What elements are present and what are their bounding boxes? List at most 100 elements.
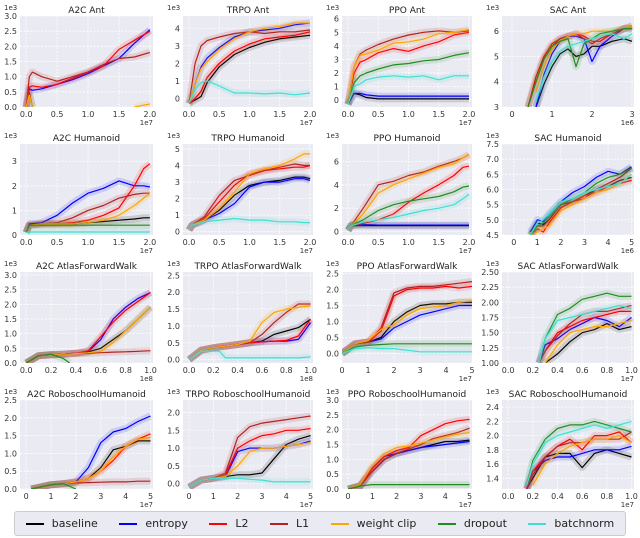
x-tick-label: 0.6 [576,366,589,375]
x-tick-label: 5 [467,492,472,501]
subplot: 0.0 0.2 0.4 0.6 0.8 1.0 0.0 0.5 1.0 1.5 2.0 2.5 TRPO… [167,260,317,383]
y-tick-label: 2 [175,195,180,204]
y-tick-label: 1.4 [486,474,499,483]
legend-label: weight clip [356,517,417,530]
y-tick-label: 2.5 [326,411,339,420]
x-tick-label: 1.0 [82,238,95,247]
x-tick-label: 1.0 [243,238,256,247]
series-line-dropout [347,52,470,105]
series-line-dropout [25,353,71,363]
x-scale-label: 1e7 [140,119,153,127]
y-tick-label: 1.0 [4,73,17,82]
y-tick-label: 1.0 [4,330,17,339]
y-tick-label: 1.0 [167,444,180,453]
subplot-title: TRPO Ant [226,6,270,16]
series-line-weight-clip [530,173,632,235]
series-line-l1 [25,51,151,107]
series-line-batchnorm [526,420,632,486]
legend-item: dropout [437,517,507,530]
y-tick-label: 2.2 [486,417,499,426]
y-tick-label: 0.5 [326,470,339,479]
x-tick-label: 0.0 [183,110,196,119]
x-tick-label: 0.0 [20,110,33,119]
y-scale-label: 1e3 [167,132,180,140]
y-tick-label: 0.5 [4,88,17,97]
series-line-l1 [526,431,632,489]
series-line-batchnorm [26,231,150,234]
x-tick-label: 4 [284,492,289,501]
y-tick-label: 4 [494,78,499,87]
y-tick-label: 0.0 [4,103,17,112]
x-tick-label: 0.0 [20,366,33,375]
x-tick-label: 3 [98,492,103,501]
legend-label: L2 [235,517,249,530]
subplot-title: A2C Ant [68,6,105,16]
subplot-title: PPO AtlasForwardWalk [357,262,459,272]
series-line-baseline [188,34,311,105]
series-line-weight-clip [342,300,472,354]
x-scale-label: 1e7 [459,501,472,509]
legend-item: weight clip [330,517,417,530]
x-tick-label: 2.0 [144,110,157,119]
y-tick-label: 1 [175,77,180,86]
x-tick-label: 0.4 [70,366,83,375]
y-tick-label: 1.5 [4,315,17,324]
y-tick-label: 1.0 [167,322,180,331]
x-scale-label: 1e7 [300,119,313,127]
series-line-entropy [25,29,151,107]
x-tick-label: 0.5 [51,110,64,119]
y-tick-label: 0.5 [326,333,339,342]
y-tick-label: 3.0 [326,396,339,405]
x-tick-label: 0.8 [600,492,613,501]
series-line-l1 [188,163,310,231]
subplot: 0.0 0.5 1.0 1.5 2.0 0 1 2 3 4 5 6 PPO Ant 1e3 1e7 [326,4,475,127]
legend-label: entropy [145,517,188,530]
y-scale-label: 1e3 [167,4,180,12]
y-tick-label: 6 [334,158,339,167]
subplot: 0 1 2 3 4 5 0.0 0.5 1.0 1.5 2.0 2.5 3.0 PPO Roboschoo… [326,388,472,509]
y-tick-label: 6.5 [486,170,499,179]
y-tick-label: 2.0 [167,288,180,297]
x-tick-label: 0.8 [280,366,293,375]
plot-area [502,400,634,489]
x-tick-label: 0.0 [20,238,33,247]
y-tick-label: 0.0 [167,480,180,489]
y-tick-label: 4 [175,24,180,33]
x-tick-label: 4 [443,366,448,375]
subplot-title: SAC Humanoid [534,134,601,144]
y-tick-label: 2 [175,59,180,68]
y-tick-label: 5 [175,145,180,154]
series-line-l1 [342,281,472,354]
y-tick-label: 0.0 [4,485,17,494]
legend: baseline entropy L2 L1 weight clip dropout bat… [14,511,626,536]
series-line-dropout [527,28,632,107]
x-tick-label: 2.0 [304,110,317,119]
x-tick-label: 1.0 [402,238,415,247]
y-tick-label: 2.0 [4,42,17,51]
y-tick-label: 4 [334,42,339,51]
y-tick-label: 0.0 [167,356,180,365]
x-tick-label: 0.6 [94,366,107,375]
series-line-baseline [544,323,632,363]
x-tick-label: 1.5 [273,238,286,247]
y-tick-label: 0 [334,228,339,237]
y-tick-label: 2.0 [4,414,17,423]
series-line-weight-clip [347,153,470,231]
series-line-batchnorm [188,350,311,361]
series-line-batchnorm [188,477,311,488]
y-tick-label: 0.0 [326,485,339,494]
legend-label: dropout [463,517,507,530]
x-scale-label: 1e7 [621,375,634,383]
subplot-title: PPO Humanoid [374,134,441,144]
y-tick-label: 5.5 [486,201,499,210]
x-tick-label: 1.0 [82,110,95,119]
y-scale-label: 1e3 [4,4,17,12]
y-scale-label: 1e3 [4,260,17,268]
x-scale-label: 1e7 [621,501,634,509]
x-tick-label: 1.0 [243,110,256,119]
x-tick-label: 0.8 [600,366,613,375]
x-tick-label: 4 [443,492,448,501]
y-scale-label: 1e3 [4,388,17,396]
x-tick-label: 1.5 [113,238,126,247]
y-tick-label: 1.5 [167,426,180,435]
